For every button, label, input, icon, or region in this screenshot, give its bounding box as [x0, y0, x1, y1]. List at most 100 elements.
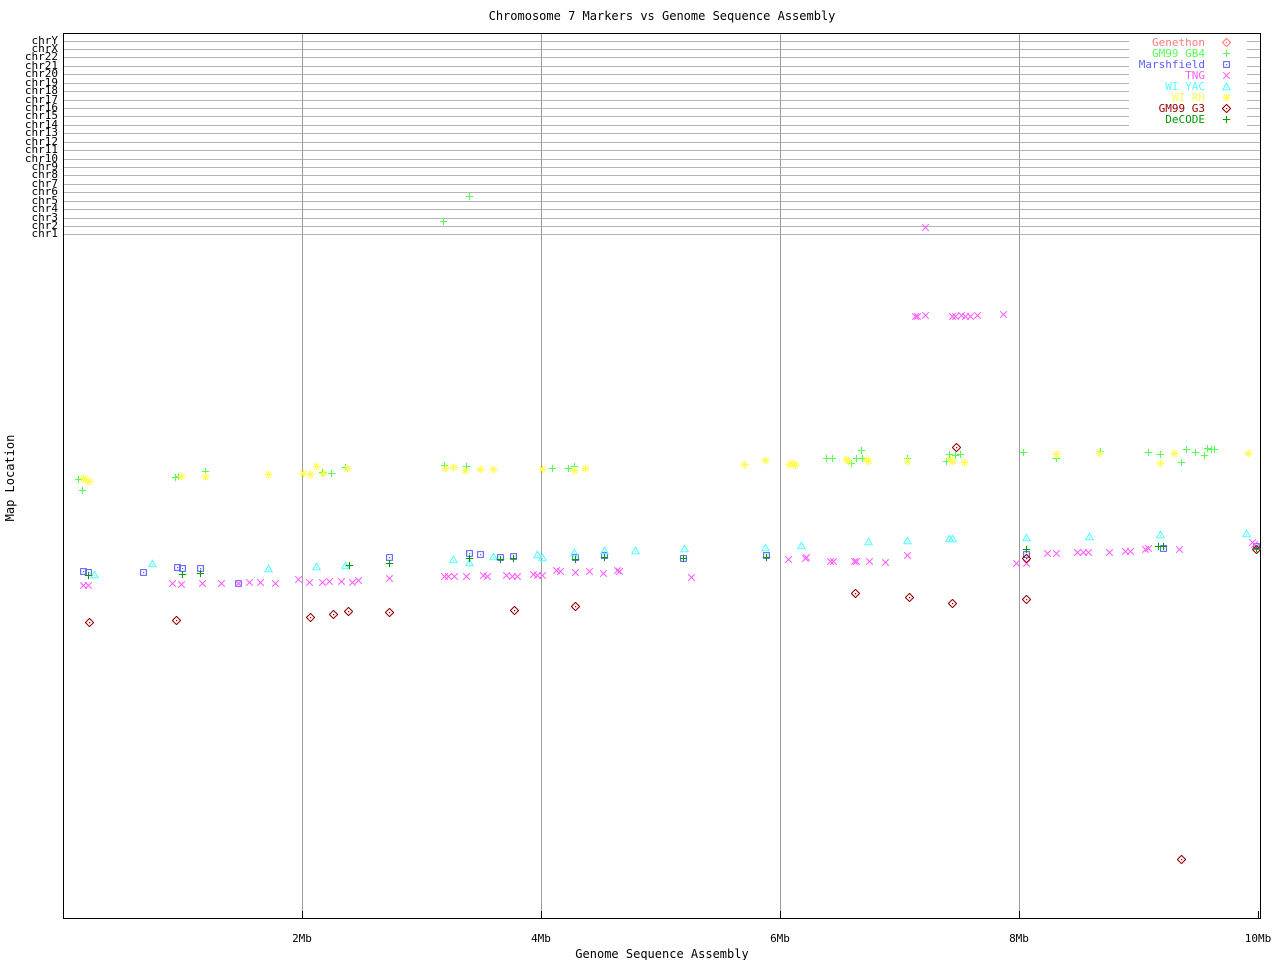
data-point-tng: [613, 566, 622, 575]
data-point-gm99-g3: [952, 442, 962, 452]
data-point-decode: [178, 570, 187, 579]
data-point-gm99-gb4: [828, 454, 837, 463]
data-point-tng: [911, 312, 920, 321]
data-point-tng: [354, 576, 363, 585]
data-point-wi-rh: [312, 461, 321, 471]
data-point-tng: [826, 557, 835, 566]
data-point-gm99-g3: [947, 598, 957, 608]
data-point-tng: [168, 579, 177, 588]
data-point-marshfield: [385, 553, 394, 562]
chr-gridline-chr14: [64, 124, 1260, 126]
legend-x-icon: [1205, 71, 1247, 80]
data-point-tng: [305, 578, 314, 587]
data-point-wi-rh: [740, 459, 749, 469]
data-point-wi-yac: [863, 536, 874, 546]
data-point-gm99-g3: [1176, 854, 1187, 864]
data-point-gm99-gb4: [1156, 450, 1165, 459]
data-point-tng: [802, 553, 811, 562]
data-point-gm99-gb4: [564, 464, 573, 473]
x-tick-4: [541, 911, 542, 918]
data-point-tng: [348, 578, 357, 587]
data-point-gm99-g3: [343, 606, 354, 616]
data-point-wi-rh: [570, 465, 579, 475]
data-point-tng: [850, 557, 859, 566]
legend-entry-tng: TNG: [1129, 70, 1247, 81]
data-point-wi-yac: [1241, 528, 1251, 538]
data-point-tng: [234, 579, 243, 588]
data-point-wi-yac: [1155, 529, 1165, 539]
data-point-wi-yac: [630, 545, 640, 555]
chr-label-chrX: chrX: [31, 41, 59, 55]
data-point-wi-yac: [532, 549, 542, 559]
data-point-wi-rh: [306, 469, 315, 479]
data-point-wi-rh: [449, 462, 458, 472]
data-point-gm99-g3: [1021, 553, 1031, 563]
data-point-tng: [1052, 549, 1061, 558]
data-point-wi-rh: [959, 457, 969, 467]
data-point-gm99-gb4: [1182, 445, 1191, 454]
data-point-tng: [462, 572, 471, 581]
chr-gridline-chr16: [64, 107, 1260, 109]
data-point-decode: [84, 571, 93, 580]
chr-gridline-chr6: [64, 192, 1260, 194]
data-point-tng: [483, 572, 492, 581]
chr-gridline-chr11: [64, 150, 1260, 152]
data-point-gm99-g3: [171, 615, 182, 625]
chr-gridline-chr3: [64, 217, 1260, 219]
legend-diamond-icon: [1205, 37, 1247, 48]
data-point-wi-yac: [1021, 532, 1031, 542]
data-point-tng: [444, 572, 453, 581]
data-point-wi-rh: [864, 456, 873, 466]
legend-label: Marshfield: [1138, 58, 1205, 71]
data-point-wi-rh: [489, 464, 498, 474]
chr-label-chr13: chr13: [24, 126, 58, 140]
data-point-wi-yac: [761, 542, 771, 552]
data-point-tng: [513, 572, 522, 581]
data-point-wi-rh: [85, 476, 94, 486]
data-point-gm99-g3: [84, 617, 95, 627]
data-point-tng: [256, 578, 265, 587]
data-point-wi-rh: [81, 474, 90, 484]
data-point-marshfield: [139, 568, 148, 577]
legend-entry-genethon: Genethon: [1129, 37, 1247, 48]
chr-gridline-chr12: [64, 141, 1260, 143]
data-point-decode: [762, 553, 771, 562]
data-point-decode: [385, 559, 394, 568]
chr-label-chr19: chr19: [24, 75, 58, 89]
chr-label-chr15: chr15: [24, 109, 58, 123]
data-point-wi-rh: [761, 455, 770, 465]
data-point-gm99-g3: [904, 592, 914, 602]
data-point-gm99-g3: [305, 612, 316, 622]
data-point-marshfield: [178, 564, 187, 573]
legend-label: WI YAC: [1165, 80, 1205, 93]
chr-gridline-chr7: [64, 183, 1260, 185]
chr-gridline-chr9: [64, 166, 1260, 168]
data-point-wi-yac: [903, 535, 913, 545]
legend-entry-decode: DeCODE: [1129, 114, 1247, 125]
chr-gridline-chr8: [64, 175, 1260, 177]
data-point-wi-rh: [1155, 458, 1165, 468]
data-point-tng: [1144, 544, 1153, 553]
legend-triangle-icon: [1205, 82, 1247, 91]
data-point-tng: [1126, 547, 1135, 556]
chr-label-chr18: chr18: [24, 84, 58, 98]
data-point-tng: [1105, 548, 1114, 557]
mb-gridline-8: [1019, 34, 1020, 918]
data-point-gm99-gb4: [439, 217, 448, 226]
data-point-decode: [571, 555, 580, 564]
data-point-wi-rh: [581, 463, 590, 473]
data-point-tng: [599, 569, 608, 578]
data-point-tng: [921, 223, 930, 232]
data-point-wi-yac: [1084, 531, 1095, 541]
data-point-gm99-gb4: [1144, 448, 1153, 457]
legend-entry-wi-rh: WI RH: [1129, 92, 1247, 103]
x-tick-label-8: 8Mb: [1009, 932, 1029, 945]
chr-gridline-chrY: [64, 40, 1260, 42]
data-point-tng: [198, 579, 207, 588]
data-point-wi-yac: [89, 569, 99, 579]
data-point-gm99-g3: [384, 607, 395, 617]
data-point-tng: [502, 571, 511, 580]
data-point-decode: [465, 554, 474, 563]
data-point-wi-yac: [796, 540, 807, 550]
mb-gridline-4: [541, 34, 542, 918]
